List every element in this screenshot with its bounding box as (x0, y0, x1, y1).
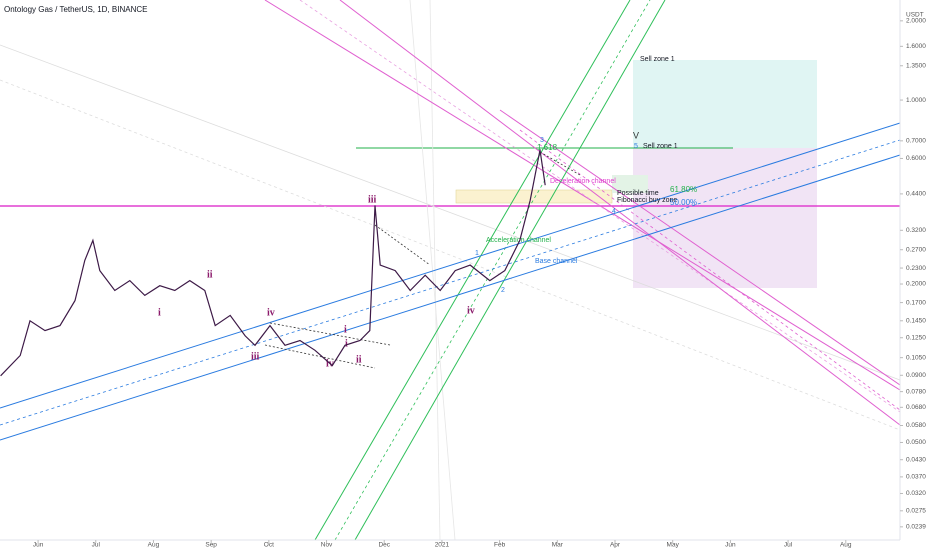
y-tick-label: 0.0320 (906, 490, 926, 497)
y-tick-label: 0.0430 (906, 456, 926, 463)
wave-label: i (345, 338, 348, 349)
y-tick-label: 0.0900 (906, 372, 926, 379)
annotation: V (633, 130, 639, 140)
triangle-line (374, 224, 431, 266)
y-tick-label: 0.0680 (906, 404, 926, 411)
x-tick-label: Mar (552, 542, 564, 549)
buy-zone (633, 148, 817, 288)
x-tick-label: Sep (205, 542, 217, 549)
annotation: 5 (634, 143, 638, 150)
y-tick-label: 0.3200 (906, 227, 926, 234)
annotation: Deceleration channel (550, 178, 616, 185)
trend-line (409, 0, 456, 541)
price-line (0, 149, 546, 377)
x-tick-label: Dec (378, 542, 390, 549)
channel-line (264, 0, 901, 391)
trend-line (0, 44, 901, 381)
channel-line (314, 0, 631, 541)
x-tick-label: Jun (33, 542, 44, 549)
y-tick-label: 1.6000 (906, 43, 926, 50)
drawings (0, 0, 901, 541)
annotation: Sell zone 1 (643, 143, 678, 150)
channel-line (339, 0, 901, 426)
y-tick-label: 0.0780 (906, 388, 926, 395)
channel-line (354, 0, 666, 541)
annotations: Sell zone 1 Sell zone 1 V 5 3 1.618 Dece… (158, 56, 697, 369)
y-tick-label: 0.0275 (906, 508, 926, 515)
y-tick-label: 0.2700 (906, 246, 926, 253)
fib-zone (455, 189, 613, 204)
wave-label: iii (368, 194, 377, 205)
annotation: Fibonacci buy zone (617, 197, 677, 204)
y-tick-label: 0.6000 (906, 155, 926, 162)
annotation: Acceleration channel (486, 237, 551, 244)
y-tick-label: 0.1050 (906, 354, 926, 361)
trend-line (0, 79, 901, 431)
annotation: Base channel (535, 258, 578, 265)
x-tick-label: Apr (610, 542, 621, 549)
channel-line (0, 154, 901, 441)
y-tick-label: 2.0000 (906, 18, 926, 25)
currency-label: USDT (906, 12, 924, 19)
x-tick-label: 2021 (435, 542, 450, 549)
triangle-line (269, 322, 391, 346)
wave-label: iii (251, 351, 260, 362)
channel-line (519, 129, 901, 411)
channel-line (499, 109, 901, 386)
y-tick-label: 0.7000 (906, 138, 926, 145)
annotation: 3 (540, 137, 544, 144)
x-tick-label: Jul (784, 542, 793, 549)
x-tick-label: Aug (148, 542, 160, 549)
triangle-line (264, 344, 376, 369)
x-tick-label: Jun (725, 542, 736, 549)
x-tick-label: Oct (264, 542, 274, 549)
channel-line (0, 122, 901, 409)
wave-label: i (158, 307, 161, 318)
sell-zone (633, 60, 817, 148)
channel-line (0, 139, 901, 426)
x-tick-label: Feb (494, 542, 506, 549)
y-tick-label: 0.2000 (906, 281, 926, 288)
channel-line (299, 0, 901, 413)
wave-label: ii (207, 269, 213, 280)
annotation: Sell zone 1 (640, 56, 675, 63)
wave-label: ii (356, 354, 362, 365)
x-tick-label: Aug (840, 542, 852, 549)
y-tick-label: 0.4400 (906, 191, 926, 198)
annotation: 61.80% (670, 185, 697, 194)
annotation: Possible time (617, 190, 659, 197)
wave-label: iv (267, 307, 275, 318)
y-tick-label: 0.2300 (906, 265, 926, 272)
annotation: 1 (475, 250, 479, 257)
wave-label: iv (467, 305, 475, 316)
y-tick-label: 0.0580 (906, 422, 926, 429)
y-tick-label: 0.0500 (906, 439, 926, 446)
y-tick-label: 0.0370 (906, 474, 926, 481)
annotation: 2 (501, 287, 505, 294)
time-zone (612, 175, 648, 193)
y-tick-label: 0.1700 (906, 299, 926, 306)
wave-label: i (344, 324, 347, 335)
y-tick-label: 1.3500 (906, 62, 926, 69)
channel-line (334, 0, 651, 541)
y-tick-label: 0.1450 (906, 317, 926, 324)
x-tick-label: May (667, 542, 680, 549)
annotation: 1.618 (537, 143, 558, 152)
y-tick-label: 1.0000 (906, 97, 926, 104)
annotation: 50.00% (670, 198, 697, 207)
annotation: 4 (612, 208, 616, 215)
y-tick-label: 0.0239 (906, 524, 926, 531)
chart-title: Ontology Gas / TetherUS, 1D, BINANCE (4, 5, 147, 14)
x-tick-label: Jul (92, 542, 101, 549)
y-tick-label: 0.1250 (906, 334, 926, 341)
x-tick-label: Nov (321, 542, 333, 549)
